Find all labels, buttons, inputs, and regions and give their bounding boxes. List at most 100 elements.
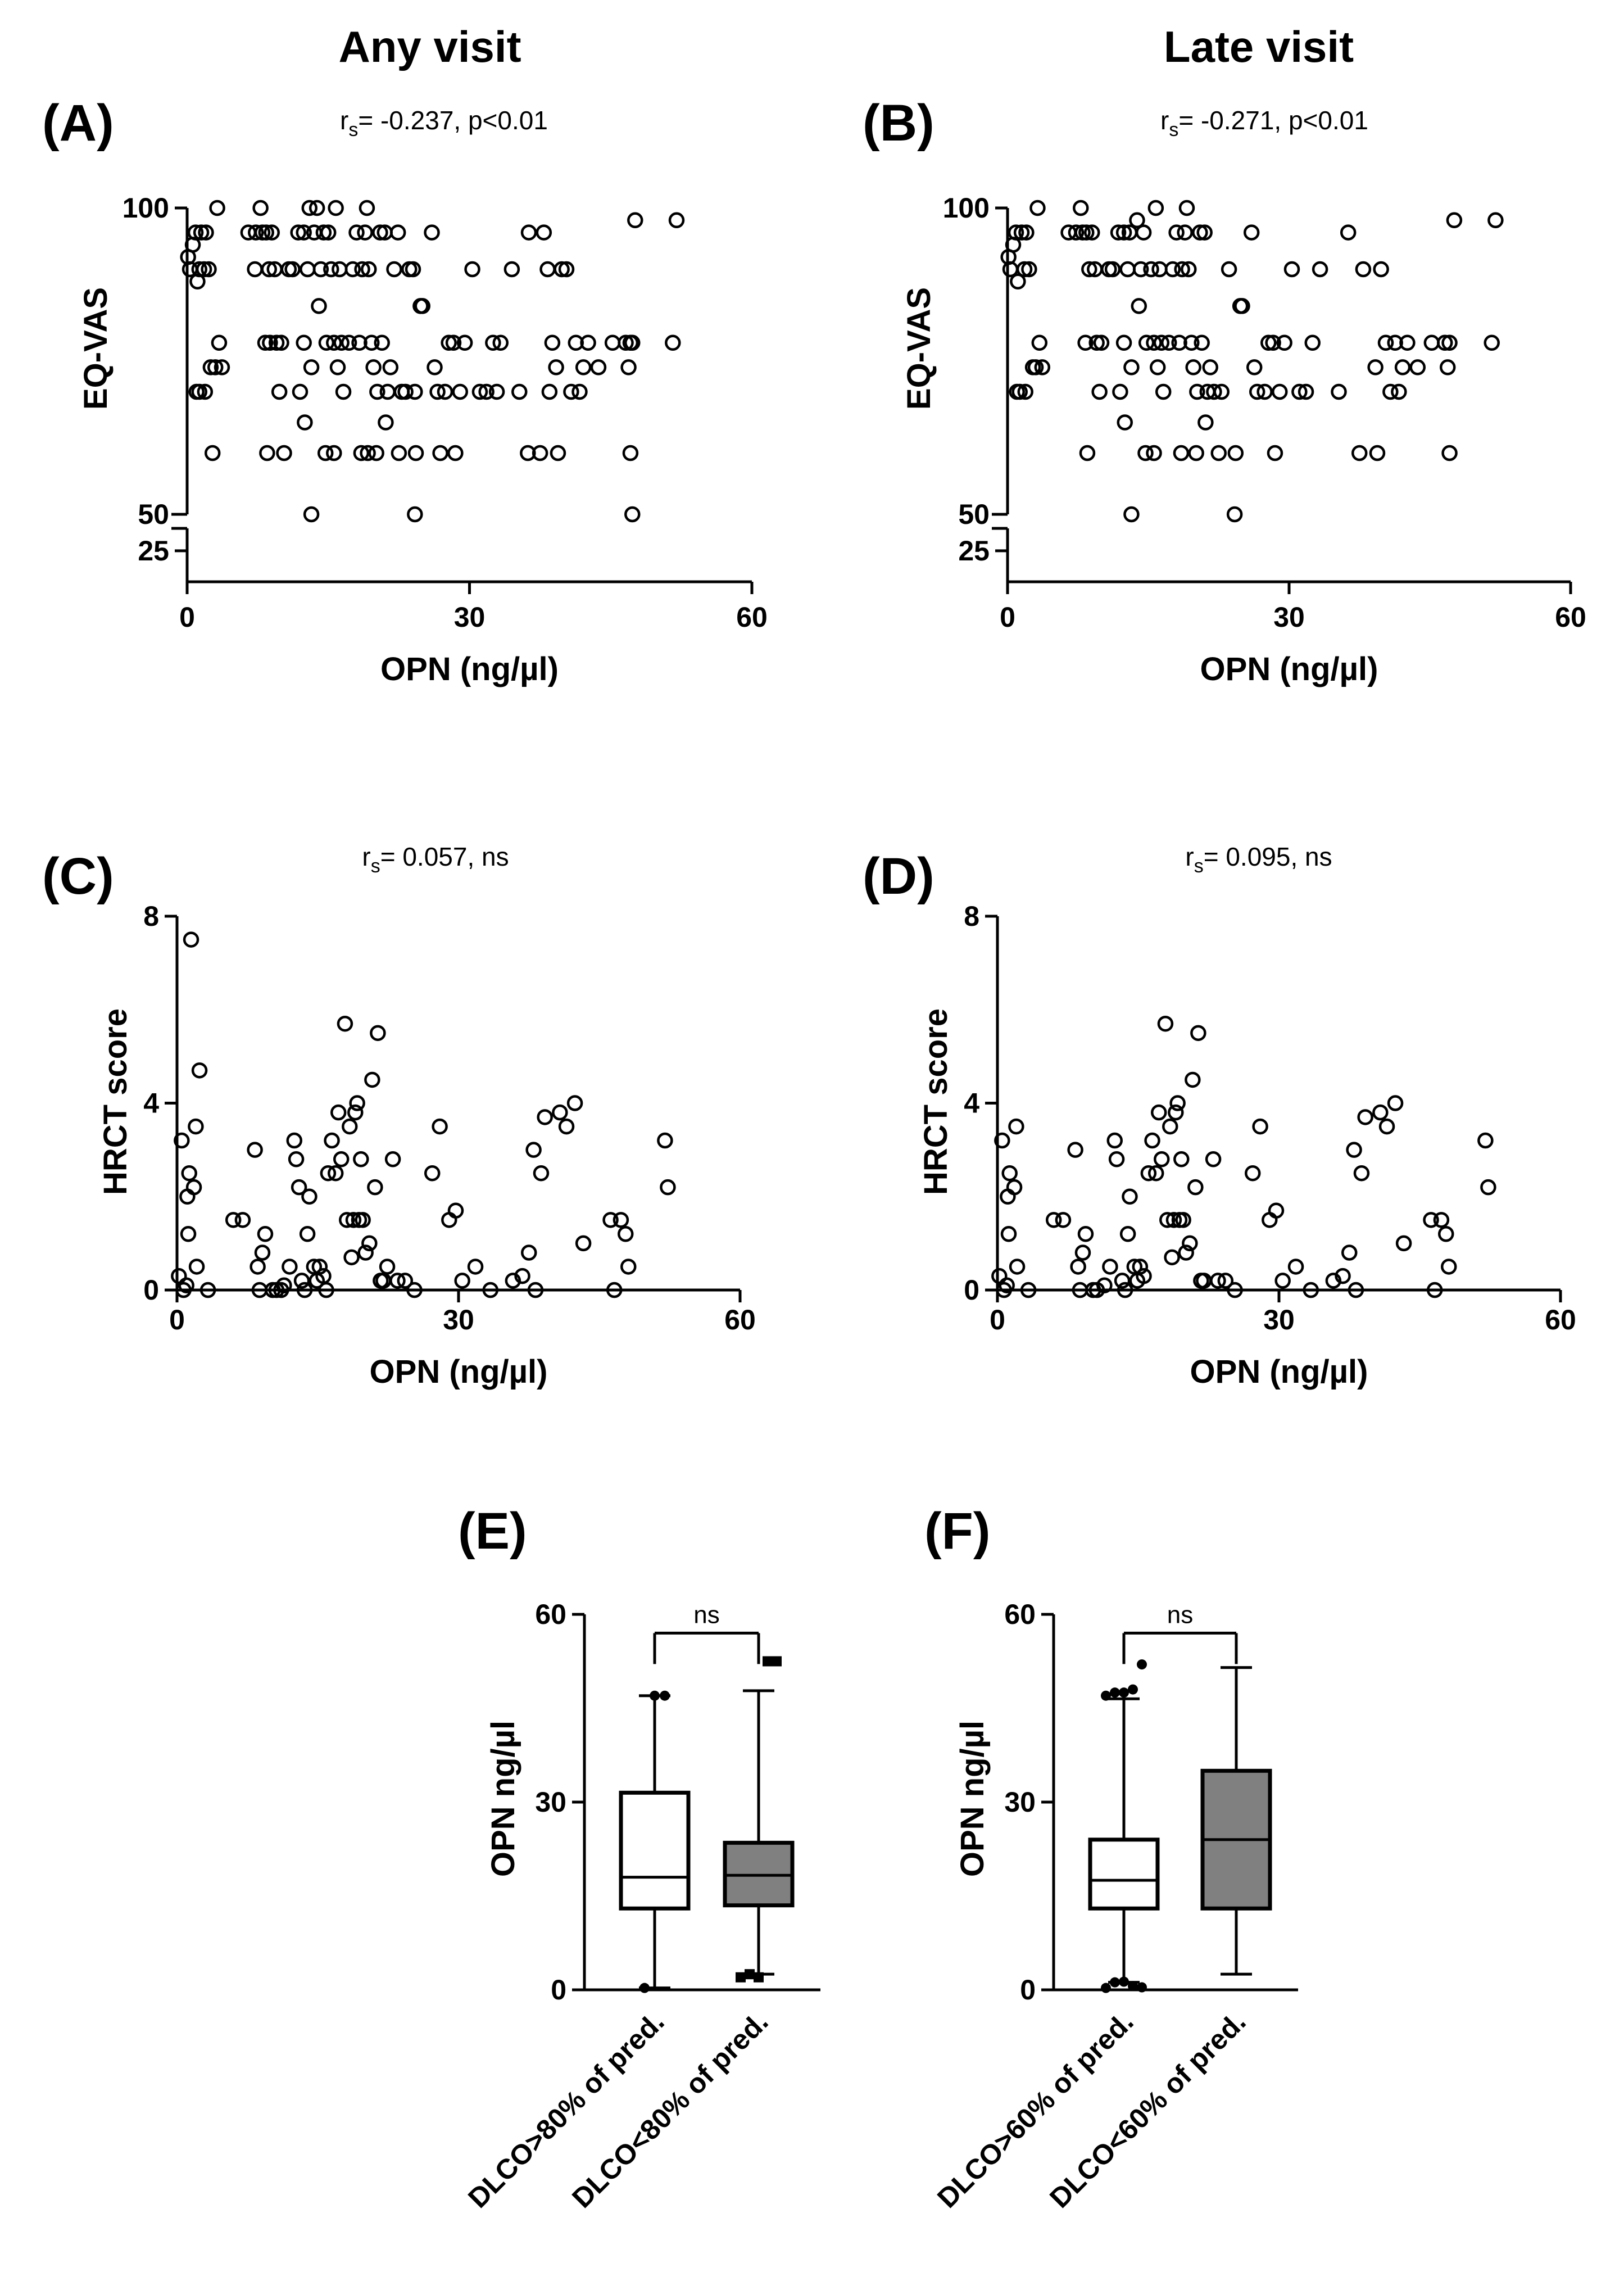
scatter-point [178, 1277, 194, 1293]
scatter-point [1031, 334, 1048, 351]
x-axis-label: OPN (ng/µl) [370, 1354, 548, 1390]
scatter-point [1068, 224, 1085, 241]
x-tick-label: 60 [736, 601, 768, 633]
scatter-point [1399, 334, 1416, 351]
outlier-point [1128, 1981, 1138, 1992]
y-tick-label: 30 [535, 1786, 566, 1818]
scatter-point [386, 261, 402, 278]
scatter-point [343, 1249, 360, 1266]
scatter-point [406, 1282, 423, 1298]
scatter-point [337, 1015, 353, 1032]
scatter-point [193, 224, 210, 241]
scatter-point [437, 383, 453, 400]
scatter-point [357, 1244, 374, 1261]
scatter-point [1372, 1104, 1389, 1121]
scatter-point [1197, 414, 1214, 431]
scatter-point [1102, 1259, 1118, 1275]
scatter-point [622, 445, 639, 461]
scatter-point [1252, 1118, 1268, 1135]
scatter-point [1144, 1132, 1160, 1149]
scatter-point [1351, 445, 1368, 461]
scatter-point [604, 334, 621, 351]
scatter-point [329, 359, 346, 375]
scatter-point [1131, 298, 1147, 314]
scatter-point [209, 200, 225, 216]
outlier-point [650, 1690, 660, 1701]
scatter-point [317, 445, 334, 461]
scatter-point [492, 334, 509, 351]
scatter-point [374, 334, 390, 351]
scatter-point [1217, 1273, 1234, 1289]
scatter-point [1182, 1235, 1198, 1252]
scatter-point [1146, 334, 1162, 351]
scatter-point [482, 1282, 499, 1298]
scatter-point [539, 261, 556, 278]
scatter-point [301, 1188, 317, 1205]
scatter-point [1020, 1282, 1037, 1298]
outlier-point [745, 1969, 755, 1980]
scatter-point [382, 359, 399, 375]
outlier-point [1137, 1659, 1147, 1670]
scatter-point [326, 445, 342, 461]
scatter-point [180, 1226, 197, 1242]
scatter-point [1340, 224, 1357, 241]
x-tick-label: 0 [169, 1304, 185, 1336]
scatter-point [369, 383, 385, 400]
scatter-point [665, 334, 681, 351]
scatter-point [1262, 1212, 1278, 1228]
outlier-point [1110, 1687, 1120, 1698]
scatter-point [620, 1259, 637, 1275]
box [619, 1790, 691, 1911]
x-tick-label: 60 [1555, 601, 1586, 633]
scatter-point [1441, 334, 1458, 351]
scatter-point [1274, 1273, 1291, 1289]
outlier-point [763, 1656, 773, 1667]
scatter-point [185, 1179, 202, 1196]
scatter-point [198, 224, 214, 241]
scatter-point [268, 334, 285, 351]
y-tick-label: 100 [943, 192, 990, 224]
scatter-point [1013, 224, 1030, 241]
scatter-point [424, 1165, 441, 1182]
scatter-point [1378, 1118, 1395, 1135]
scatter-point [1149, 359, 1166, 375]
scatter-point [1487, 212, 1504, 229]
scatter-point [1291, 383, 1308, 400]
scatter-point [320, 224, 337, 241]
y-tick-label: 25 [138, 535, 169, 567]
scatter-point [311, 298, 327, 314]
scatter-point [323, 261, 339, 278]
scatter-point [1484, 334, 1500, 351]
scatter-point [309, 200, 325, 216]
panel-e: (E) 0 30 60 OPN ng/µl DLCO>80% of pred.DLCO<8… [458, 1502, 820, 2214]
scatter-point [361, 1235, 378, 1252]
y-tick-label: 8 [964, 900, 979, 932]
scatter-point [1018, 224, 1035, 241]
scatter-point [332, 261, 348, 278]
scatter-point [1210, 1273, 1226, 1289]
scatter-point [552, 1104, 568, 1121]
scatter-point [312, 261, 329, 278]
scatter-point [1183, 334, 1200, 351]
scatter-point [273, 334, 289, 351]
scatter-point [1168, 224, 1185, 241]
panel-c: (C) rs= 0.057, ns 0 4 8 0 30 60 OPN (ng/µl) HRCT … [42, 842, 756, 1390]
y-axis-label: OPN ng/µl [485, 1721, 521, 1877]
scatter-point [405, 261, 421, 278]
scatter-point [353, 1151, 369, 1167]
scatter-point [1272, 383, 1288, 400]
scatter-point [467, 1259, 484, 1275]
x-axis-label: OPN (ng/µl) [1190, 1354, 1368, 1390]
scatter-point [1165, 1212, 1182, 1228]
scatter-point [1123, 359, 1140, 375]
scatter-point [252, 200, 269, 216]
scatter-point [247, 1142, 263, 1158]
scatter-point [188, 1259, 205, 1275]
scatter-point [1446, 212, 1463, 229]
y-tick-label: 50 [958, 499, 990, 530]
panel-label: (E) [458, 1502, 527, 1560]
scatter-point [1137, 445, 1154, 461]
scatter-point [335, 383, 352, 400]
scatter-point [262, 334, 278, 351]
x-tick-label: 30 [1263, 1304, 1295, 1336]
